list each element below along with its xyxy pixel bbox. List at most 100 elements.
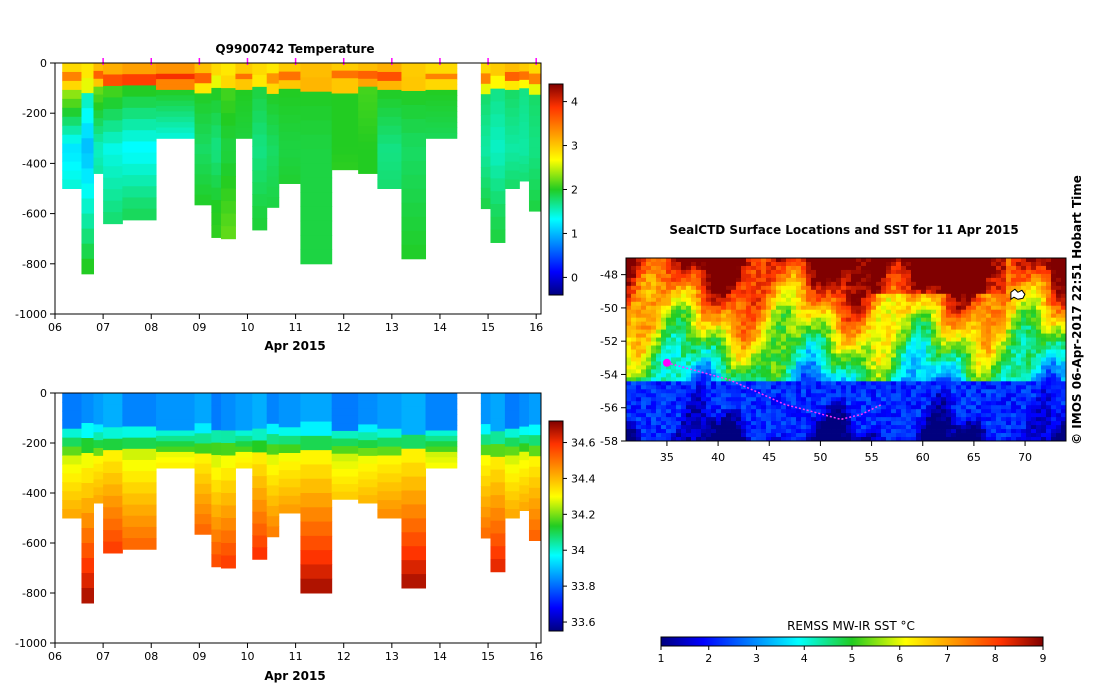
sst-cell (956, 258, 962, 263)
sst-cell (826, 305, 832, 311)
sst-cell (901, 297, 907, 303)
sst-cell (1001, 377, 1007, 382)
sst-cell (916, 393, 922, 398)
heatmap-cell (278, 461, 301, 471)
sst-cell (941, 289, 947, 295)
sst-cell (831, 341, 837, 346)
x-tick-label: 10 (240, 321, 254, 334)
sst-cell (871, 393, 877, 398)
sst-cell (721, 425, 727, 430)
y-tick-label: -400 (22, 157, 47, 170)
heatmap-cell (300, 535, 333, 551)
sst-cell (646, 301, 652, 307)
sst-cell (1026, 365, 1032, 370)
sst-cell (956, 429, 962, 434)
sst-cell (846, 429, 852, 434)
sst-cell (816, 289, 822, 295)
sst-cell (741, 417, 747, 422)
heatmap-cell (401, 118, 427, 134)
heatmap-cell (235, 414, 253, 421)
sst-cell (626, 317, 632, 323)
heatmap-cell (504, 500, 520, 510)
heatmap-cell (278, 470, 301, 480)
sst-cell (756, 317, 762, 323)
sst-cell (641, 357, 647, 362)
sst-cell (986, 341, 992, 346)
sst-cell (836, 281, 842, 287)
sst-cell (851, 329, 857, 334)
sst-cell (871, 297, 877, 303)
sst-cell (911, 265, 917, 271)
sst-cell (741, 309, 747, 315)
heatmap-cell (331, 484, 359, 493)
sst-cell (1041, 377, 1047, 382)
sst-cell (841, 405, 847, 410)
sst-cell (951, 409, 957, 414)
sst-cell (811, 321, 817, 327)
sst-cell (841, 277, 847, 283)
heatmap-cell (528, 73, 541, 85)
profile-column (528, 393, 541, 541)
sst-cell (1041, 281, 1047, 287)
sst-cell (741, 361, 747, 366)
sst-cell (821, 313, 827, 319)
sst-cell (691, 437, 697, 442)
heatmap-cell (122, 493, 157, 506)
sst-cell (771, 337, 777, 342)
sst-row (626, 293, 1067, 299)
sst-cell (756, 285, 762, 291)
sst-cell (911, 357, 917, 362)
sst-cell (636, 385, 642, 390)
sst-cell (706, 353, 712, 358)
x-tick-label: 14 (433, 650, 447, 663)
sst-cell (931, 369, 937, 374)
temperature-title: Q9900742 Temperature (215, 42, 374, 56)
sst-cell (626, 289, 632, 295)
heatmap-cell (81, 588, 94, 604)
sst-cell (886, 289, 892, 295)
sst-cell (986, 258, 992, 263)
sst-cell (786, 317, 792, 323)
sst-cell (961, 353, 967, 358)
heatmap-cell (528, 519, 541, 531)
sst-cell (936, 397, 942, 402)
sst-cell (781, 377, 787, 382)
sst-cell (781, 389, 787, 394)
sst-cell (986, 273, 992, 279)
sst-cell (896, 293, 902, 299)
profile-markers (102, 58, 537, 65)
sst-cell (671, 365, 677, 370)
sst-cell (921, 293, 927, 299)
sst-cell (861, 365, 867, 370)
sst-cell (991, 265, 997, 271)
sst-cell (1016, 401, 1022, 406)
sst-cell (881, 353, 887, 358)
sst-cell (856, 258, 862, 263)
sst-cell (626, 437, 632, 442)
sst-cell (946, 258, 952, 263)
sst-cell (771, 381, 777, 386)
sst-cell (1031, 353, 1037, 358)
sst-cell (766, 429, 772, 434)
sst-cell (831, 289, 837, 295)
sst-cell (1016, 397, 1022, 402)
sst-cell (676, 277, 682, 283)
sst-cell (991, 321, 997, 327)
heatmap-cell (377, 134, 402, 145)
sst-cell (876, 325, 882, 331)
sst-cell (661, 297, 667, 303)
sst-cell (811, 261, 817, 267)
sst-cell (666, 369, 672, 374)
sst-cell (821, 297, 827, 303)
sst-cell (816, 373, 822, 378)
sst-cell (956, 433, 962, 438)
sst-cell (766, 393, 772, 398)
sst-cell (631, 285, 637, 291)
sst-cell (741, 421, 747, 426)
sst-cell (766, 373, 772, 378)
sst-cell (841, 317, 847, 323)
sst-cell (726, 293, 732, 299)
sst-cell (651, 289, 657, 295)
sst-cell (961, 305, 967, 311)
sst-cell (841, 373, 847, 378)
